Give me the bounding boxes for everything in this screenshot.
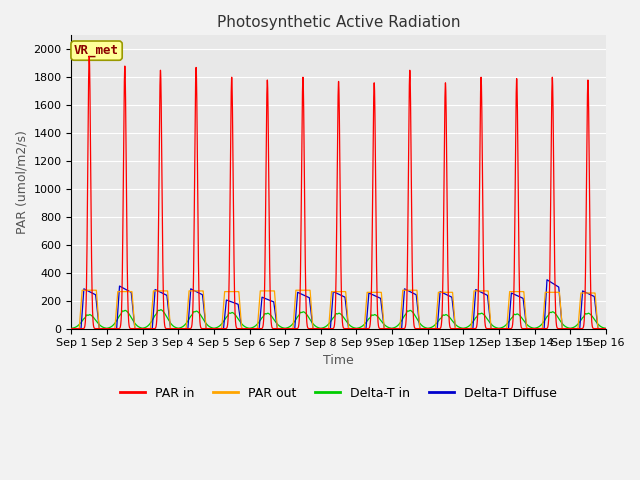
X-axis label: Time: Time [323, 354, 354, 367]
Title: Photosynthetic Active Radiation: Photosynthetic Active Radiation [217, 15, 460, 30]
Y-axis label: PAR (umol/m2/s): PAR (umol/m2/s) [15, 130, 28, 234]
Legend: PAR in, PAR out, Delta-T in, Delta-T Diffuse: PAR in, PAR out, Delta-T in, Delta-T Dif… [115, 382, 562, 405]
Text: VR_met: VR_met [74, 44, 119, 57]
